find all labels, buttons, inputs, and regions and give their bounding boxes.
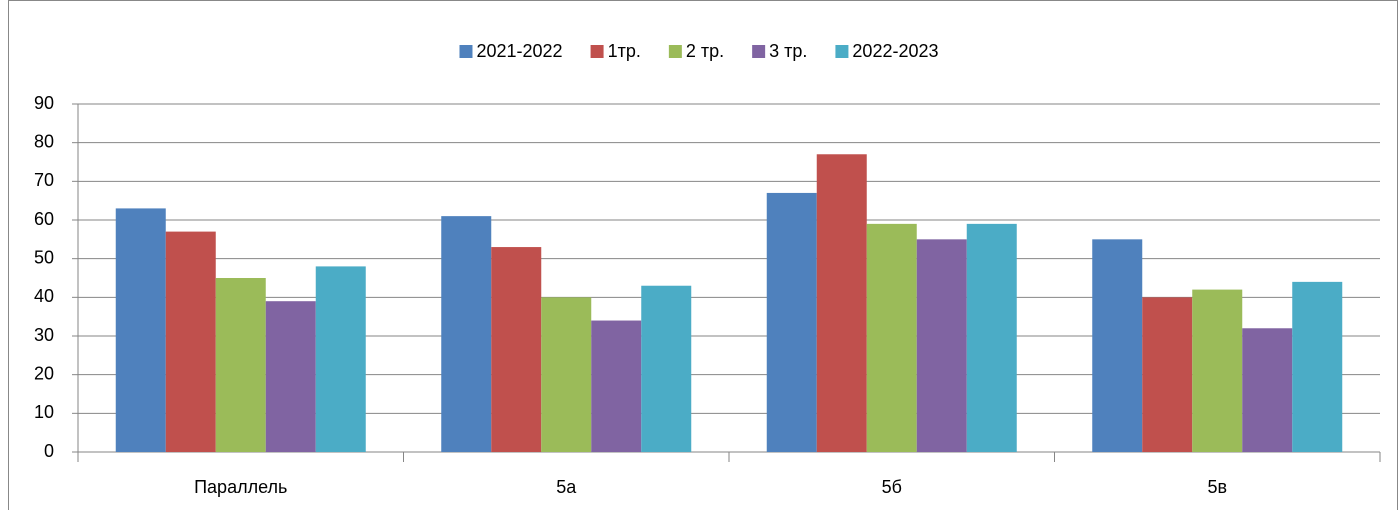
bar xyxy=(1242,328,1293,452)
bar xyxy=(491,247,542,452)
bar xyxy=(966,223,1017,452)
legend-label: 2022-2023 xyxy=(852,41,938,61)
y-tick-label: 50 xyxy=(34,247,54,267)
y-tick-label: 60 xyxy=(34,209,54,229)
bar xyxy=(115,208,166,452)
legend-swatch xyxy=(668,45,682,58)
y-tick-label: 10 xyxy=(34,402,54,422)
legend-swatch xyxy=(752,45,766,58)
y-tick-label: 0 xyxy=(44,441,54,461)
bar xyxy=(916,239,967,452)
x-tick-label: 5в xyxy=(1207,477,1227,497)
legend-swatch xyxy=(835,45,849,58)
bar xyxy=(165,231,216,452)
bar xyxy=(1292,281,1343,452)
bar xyxy=(265,301,316,452)
legend-swatch xyxy=(459,45,473,58)
y-tick-label: 80 xyxy=(34,131,54,151)
bar xyxy=(641,285,692,452)
bar xyxy=(1192,289,1243,452)
y-tick-label: 70 xyxy=(34,170,54,190)
y-tick-label: 20 xyxy=(34,363,54,383)
legend-label: 2 тр. xyxy=(686,41,724,61)
bar xyxy=(1092,239,1143,452)
y-tick-label: 30 xyxy=(34,325,54,345)
x-tick-label: 5а xyxy=(556,477,577,497)
bar xyxy=(441,216,492,452)
bar xyxy=(1142,297,1193,452)
x-tick-label: 5б xyxy=(882,477,902,497)
bar xyxy=(541,297,592,452)
legend-label: 1тр. xyxy=(608,41,641,61)
x-tick-label: Параллель xyxy=(194,477,287,497)
bar xyxy=(866,223,917,452)
bar xyxy=(591,320,642,452)
bar xyxy=(215,278,266,452)
legend-label: 3 тр. xyxy=(769,41,807,61)
legend-label: 2021-2022 xyxy=(476,41,562,61)
bar xyxy=(816,154,867,452)
bar xyxy=(315,266,366,452)
y-tick-label: 40 xyxy=(34,286,54,306)
bar xyxy=(766,192,817,452)
y-tick-label: 90 xyxy=(34,93,54,113)
legend-swatch xyxy=(590,45,604,58)
